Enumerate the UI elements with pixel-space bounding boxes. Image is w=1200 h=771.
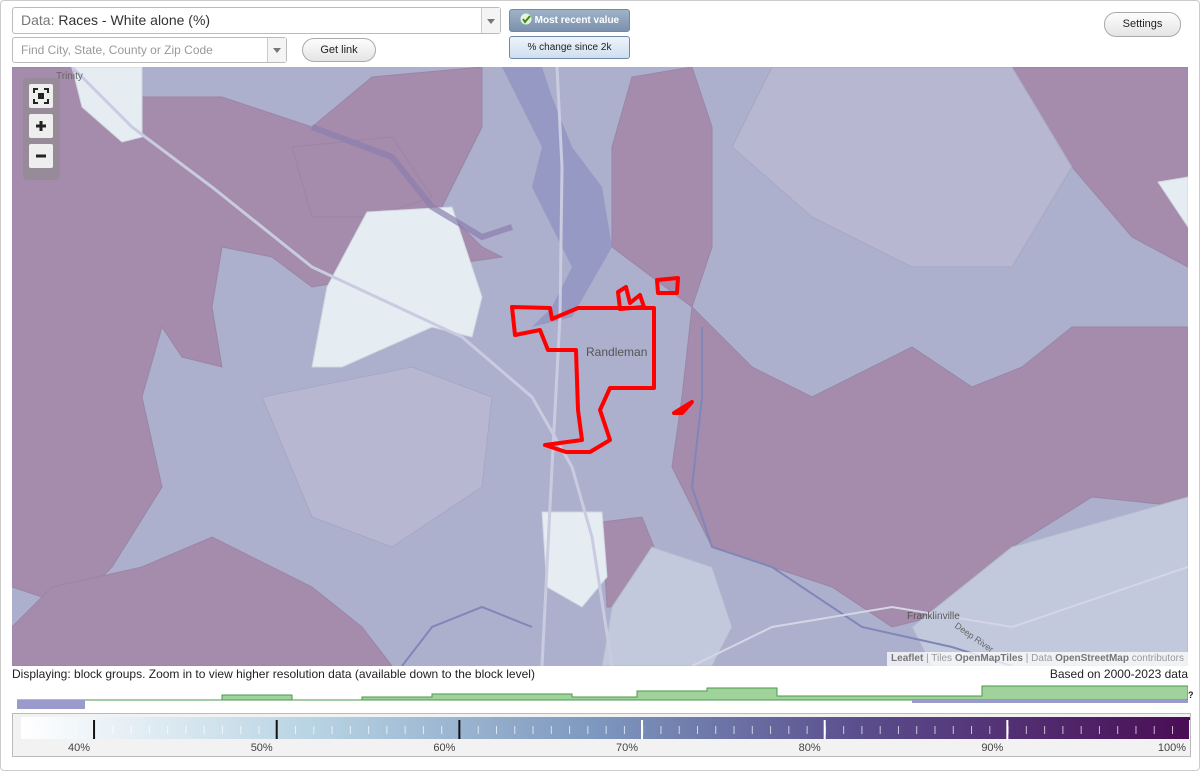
dropdown-arrow[interactable] (481, 8, 500, 33)
color-scale: 40% 50% 60% 70% 80% 90% 100% (12, 713, 1191, 757)
arrow-icon (487, 19, 495, 24)
scale-tick-label: 50% (251, 742, 273, 754)
attribution-text: contributors (1131, 653, 1184, 664)
place-label: Trinity (56, 71, 83, 82)
help-icon[interactable]: ? (1188, 690, 1194, 700)
scale-tick-label: 100% (1158, 742, 1186, 754)
separator: | (1025, 653, 1029, 664)
data-prefix: Data: (21, 12, 55, 28)
zoom-in-button[interactable] (29, 114, 53, 138)
attribution-link[interactable]: OpenStreetMap (1055, 653, 1129, 664)
minus-icon (36, 154, 46, 158)
fullscreen-button[interactable] (29, 84, 53, 108)
search-placeholder: Find City, State, County or Zip Code (21, 43, 213, 57)
data-selection: Races - White alone (%) (58, 12, 211, 28)
attribution-text: Tiles (931, 653, 953, 664)
place-label: Randleman (586, 345, 647, 359)
change-toggle[interactable]: % change since 2k (509, 36, 630, 59)
color-scale-bar: 40% 50% 60% 70% 80% 90% 100% (21, 717, 1191, 754)
dropdown-arrow[interactable] (267, 38, 286, 62)
scale-tick-label: 60% (433, 742, 455, 754)
get-link-button[interactable]: Get link (302, 38, 376, 62)
check-icon (520, 13, 532, 25)
zoom-control (23, 78, 60, 180)
separator: | (926, 653, 929, 664)
arrow-icon (273, 48, 281, 53)
attribution-link[interactable]: OpenMapTiles (954, 653, 1023, 664)
scale-tick-label: 70% (616, 742, 638, 754)
settings-button[interactable]: Settings (1104, 12, 1181, 37)
attribution: Leaflet | Tiles OpenMapTiles | Data Open… (887, 652, 1188, 666)
scale-tick-label: 40% (68, 742, 90, 754)
data-select[interactable]: Data: Races - White alone (%) (12, 7, 501, 34)
displaying-note: Displaying: block groups. Zoom in to vie… (12, 667, 535, 681)
plus-icon (36, 121, 46, 131)
change-label: % change since 2k (527, 42, 612, 53)
attribution-link[interactable]: Leaflet (891, 653, 924, 664)
fullscreen-icon (33, 88, 49, 104)
scale-tick-label: 90% (981, 742, 1003, 754)
based-on-note: Based on 2000-2023 data (1049, 667, 1188, 681)
map-canvas: Trinity Randleman Franklinville Deep Riv… (12, 67, 1188, 666)
most-recent-toggle[interactable]: Most recent value (509, 9, 630, 32)
map[interactable]: Trinity Randleman Franklinville Deep Riv… (12, 67, 1188, 666)
place-label: Franklinville (907, 611, 960, 622)
attribution-text: Data (1031, 653, 1053, 664)
zoom-out-button[interactable] (29, 144, 53, 168)
most-recent-label: Most recent value (534, 15, 620, 26)
search-box[interactable]: Find City, State, County or Zip Code (12, 37, 287, 63)
histogram (17, 685, 1188, 709)
scale-tick-label: 80% (799, 742, 821, 754)
